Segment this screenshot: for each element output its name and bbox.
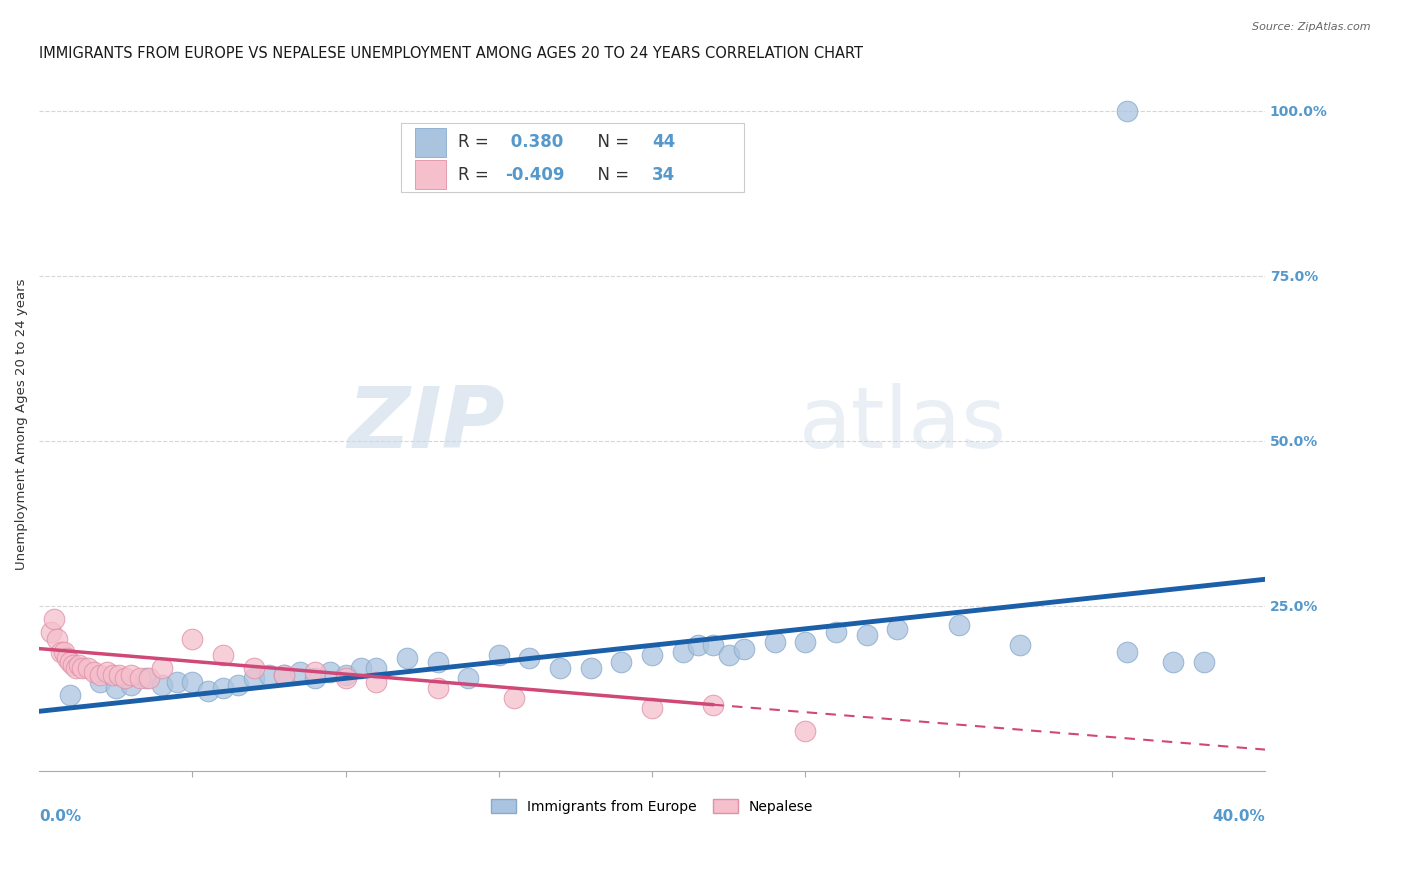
Point (228, 678, 250, 692)
Point (794, 724, 817, 739)
Point (59, 655, 82, 669)
Point (519, 651, 541, 665)
Text: 34: 34 (652, 166, 675, 184)
Text: -0.409: -0.409 (505, 166, 564, 184)
Point (138, 671, 160, 685)
Text: 0.0%: 0.0% (39, 809, 82, 824)
Point (1192, 655, 1215, 669)
Point (41, 625, 63, 640)
Point (46, 632, 69, 646)
Point (107, 668, 129, 682)
Point (366, 674, 388, 689)
Point (83, 665, 105, 679)
Point (395, 651, 418, 665)
Legend: Immigrants from Europe, Nepalese: Immigrants from Europe, Nepalese (485, 793, 820, 819)
Point (335, 671, 357, 685)
Point (579, 661, 602, 675)
Point (59, 688, 82, 702)
Point (55, 651, 77, 665)
Point (120, 668, 142, 682)
Text: 40.0%: 40.0% (1212, 809, 1265, 824)
Point (62, 658, 84, 673)
Point (65, 661, 87, 675)
Text: R =: R = (458, 166, 495, 184)
Point (457, 671, 479, 685)
Point (212, 681, 235, 696)
Point (610, 655, 633, 669)
Point (641, 701, 664, 715)
Point (672, 645, 695, 659)
Point (855, 628, 877, 642)
Point (335, 668, 357, 682)
Point (273, 668, 295, 682)
Point (242, 661, 264, 675)
Point (702, 698, 724, 712)
Point (304, 671, 326, 685)
Point (548, 661, 571, 675)
Text: atlas: atlas (799, 383, 1007, 466)
Point (242, 671, 264, 685)
FancyBboxPatch shape (415, 128, 446, 157)
Point (488, 648, 510, 663)
Point (101, 668, 124, 682)
Text: ZIP: ZIP (347, 383, 505, 466)
Point (96, 665, 118, 679)
Point (426, 681, 449, 696)
Point (1161, 655, 1184, 669)
Point (104, 681, 127, 696)
Point (67, 658, 90, 673)
Point (257, 668, 280, 682)
Point (181, 632, 204, 646)
Point (77, 661, 100, 675)
Text: 44: 44 (652, 133, 675, 151)
Point (89, 668, 111, 682)
Point (49, 645, 72, 659)
Point (1116, 103, 1139, 118)
Point (304, 665, 326, 679)
Point (166, 674, 188, 689)
Point (181, 674, 204, 689)
Point (886, 622, 908, 636)
Point (89, 674, 111, 689)
Point (794, 635, 817, 649)
Point (1116, 645, 1139, 659)
FancyBboxPatch shape (401, 123, 744, 192)
Point (197, 684, 219, 698)
Point (641, 648, 664, 663)
Text: Source: ZipAtlas.com: Source: ZipAtlas.com (1253, 22, 1371, 32)
Point (52, 645, 75, 659)
Point (350, 661, 373, 675)
Point (763, 635, 786, 649)
FancyBboxPatch shape (415, 161, 446, 189)
Point (273, 668, 295, 682)
Text: N =: N = (588, 133, 634, 151)
Point (150, 661, 173, 675)
Point (702, 638, 724, 652)
Text: IMMIGRANTS FROM EUROPE VS NEPALESE UNEMPLOYMENT AMONG AGES 20 TO 24 YEARS CORREL: IMMIGRANTS FROM EUROPE VS NEPALESE UNEMP… (39, 46, 863, 62)
Point (717, 648, 740, 663)
Point (825, 625, 848, 640)
Point (426, 655, 449, 669)
Point (288, 665, 311, 679)
Point (114, 671, 136, 685)
Point (366, 661, 388, 675)
Point (129, 671, 152, 685)
Point (1008, 638, 1031, 652)
Text: R =: R = (458, 133, 495, 151)
Point (135, 671, 157, 685)
Point (120, 678, 142, 692)
Point (733, 641, 755, 656)
Point (319, 665, 342, 679)
Point (150, 678, 173, 692)
Text: N =: N = (588, 166, 634, 184)
Y-axis label: Unemployment Among Ages 20 to 24 years: Unemployment Among Ages 20 to 24 years (15, 278, 28, 570)
Point (686, 638, 709, 652)
Point (44, 612, 66, 626)
Text: 0.380: 0.380 (505, 133, 564, 151)
Point (212, 648, 235, 663)
Point (503, 691, 526, 706)
Point (948, 618, 970, 632)
Point (70, 661, 93, 675)
